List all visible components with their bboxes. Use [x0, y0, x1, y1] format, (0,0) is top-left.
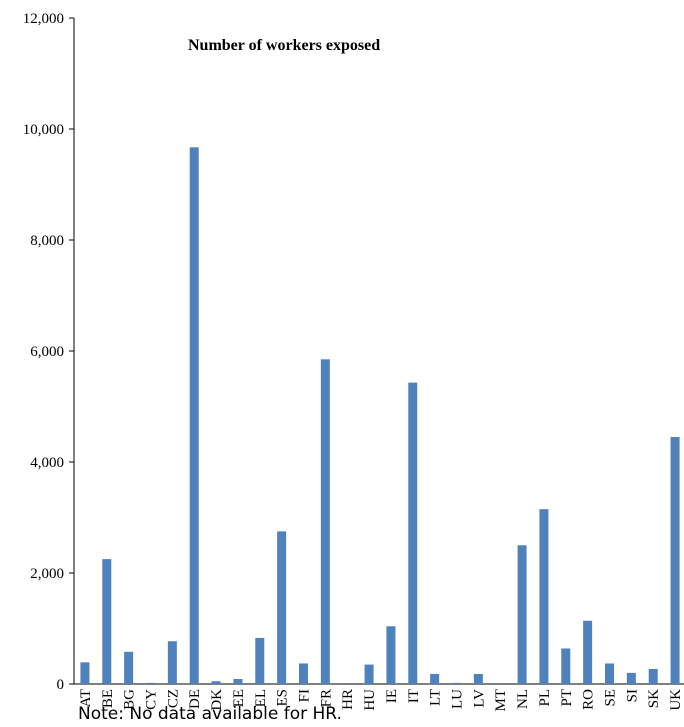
y-tick-label: 8,000	[30, 233, 64, 249]
x-tick-labels: AT BE BG CY CZ DE DK EE EL ES FI FR HR HU IE IT LT LU LV MT…	[78, 689, 684, 712]
x-tick-label-hr: HR	[340, 689, 356, 710]
bar-lv	[473, 674, 483, 684]
x-tick-label-bg: BG	[122, 689, 138, 710]
bars	[80, 147, 680, 684]
x-tick-label-ie: IE	[384, 689, 400, 703]
y-tick-label: 0	[57, 677, 65, 693]
x-tick-label-ro: RO	[581, 689, 597, 710]
bar-hu	[364, 664, 374, 684]
bar-cz	[167, 641, 177, 684]
bar-cy	[146, 682, 155, 684]
x-tick-label-it: IT	[406, 689, 422, 703]
x-tick-label-fr: FR	[318, 689, 334, 707]
chart-title: Number of workers exposed	[188, 37, 380, 54]
bar-bg	[124, 651, 134, 684]
bar-sk	[648, 669, 658, 684]
bar-ie	[386, 626, 396, 684]
bar-it	[408, 382, 418, 684]
x-tick-label-at: AT	[78, 689, 94, 707]
y-tick-labels: 0 2,000 4,000 6,000 8,000 10,000 12,000	[23, 11, 64, 693]
x-tick-label-mt: MT	[493, 689, 509, 712]
bar-nl	[517, 545, 527, 684]
x-tick-label-de: DE	[187, 689, 203, 709]
x-tick-label-uk: UK	[668, 689, 684, 711]
x-tick-label-ee: EE	[231, 689, 247, 707]
bar-lt	[430, 674, 440, 684]
x-tick-label-pt: PT	[559, 689, 575, 707]
y-tick-label: 12,000	[23, 11, 64, 27]
bar-dk	[211, 681, 221, 684]
x-tick-label-cy: CY	[144, 689, 160, 710]
x-tick-label-se: SE	[603, 689, 619, 707]
bar-de	[189, 147, 199, 684]
bar-si	[626, 672, 636, 684]
bar-el	[255, 637, 265, 684]
footnote: Note: No data available for HR.	[78, 704, 342, 724]
bar-uk	[670, 437, 680, 684]
bar-se	[605, 663, 614, 684]
x-tick-label-pl: PL	[537, 689, 553, 707]
y-tick-label: 6,000	[30, 344, 64, 360]
x-tick-label-sk: SK	[646, 689, 662, 708]
bar-pt	[561, 648, 571, 684]
y-tick-label: 4,000	[30, 455, 64, 471]
y-tick-label: 10,000	[23, 122, 64, 138]
x-tick-label-fi: FI	[297, 689, 313, 702]
bar-fi	[299, 663, 308, 684]
x-tick-label-be: BE	[100, 689, 116, 708]
x-tick-label-si: SI	[624, 689, 640, 702]
bar-ro	[583, 620, 593, 684]
x-tick-label-hu: HU	[362, 689, 378, 711]
bar-pl	[539, 509, 549, 684]
x-tick-label-lt: LT	[428, 689, 444, 706]
x-tick-label-el: EL	[253, 689, 269, 707]
axes	[69, 17, 684, 685]
x-tick-label-lu: LU	[450, 689, 466, 709]
bar-at	[80, 662, 90, 684]
x-tick-label-cz: CZ	[165, 689, 181, 708]
x-tick-label-nl: NL	[515, 689, 531, 709]
bar-ee	[233, 679, 243, 684]
bar-fr	[320, 359, 330, 684]
y-tick-label: 2,000	[30, 566, 64, 582]
bar-be	[102, 559, 112, 684]
x-tick-label-dk: DK	[209, 689, 225, 711]
bar-lu	[452, 682, 461, 684]
x-tick-label-es: ES	[275, 689, 291, 707]
bar-es	[277, 531, 287, 684]
x-tick-label-lv: LV	[471, 689, 487, 708]
